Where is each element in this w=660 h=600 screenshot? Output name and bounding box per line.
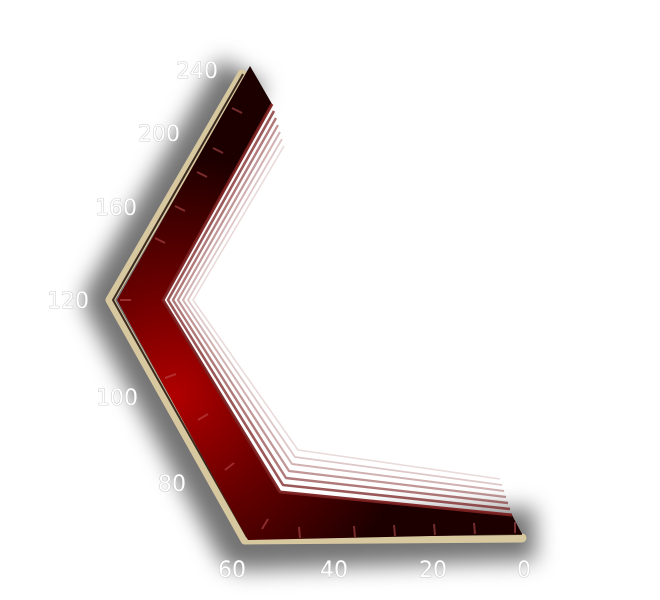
scale-label-40: 40: [320, 558, 348, 583]
scale-label-0: 0: [517, 558, 531, 583]
scale-label-60: 60: [218, 558, 246, 583]
tick-marks: [120, 107, 516, 539]
tick-mark: [197, 413, 209, 421]
inner-edge-lines: [161, 103, 513, 517]
edge-line: [171, 117, 509, 505]
edge-line: [176, 124, 507, 499]
tick-mark: [212, 147, 224, 154]
tick-mark: [261, 518, 269, 530]
scale-labels: 240 200 160 120 100 80 60 40 20 0: [47, 59, 532, 584]
edge-line: [192, 145, 501, 480]
tick-mark: [433, 523, 436, 536]
tick-mark: [393, 524, 396, 537]
tick-mark: [224, 462, 235, 471]
scale-label-240: 240: [176, 59, 218, 84]
tick-mark: [154, 237, 166, 244]
edge-line: [166, 110, 511, 511]
edge-line: [161, 103, 513, 517]
tick-mark: [473, 522, 476, 535]
tick-mark: [298, 526, 301, 539]
tick-mark: [353, 525, 356, 538]
tick-mark: [174, 205, 186, 212]
scale-label-200: 200: [138, 122, 180, 147]
scale-label-120: 120: [47, 289, 89, 314]
edge-line: [187, 138, 503, 486]
tick-mark: [231, 107, 243, 114]
scale-label-20: 20: [419, 558, 447, 583]
edge-line: [182, 131, 505, 492]
band-rim: [105, 69, 527, 545]
scale-label-100: 100: [96, 386, 138, 411]
scale-label-80: 80: [158, 472, 186, 497]
tick-mark: [196, 171, 208, 178]
scale-label-160: 160: [95, 196, 137, 221]
gauge-band: [117, 66, 522, 540]
tick-mark: [164, 373, 177, 379]
